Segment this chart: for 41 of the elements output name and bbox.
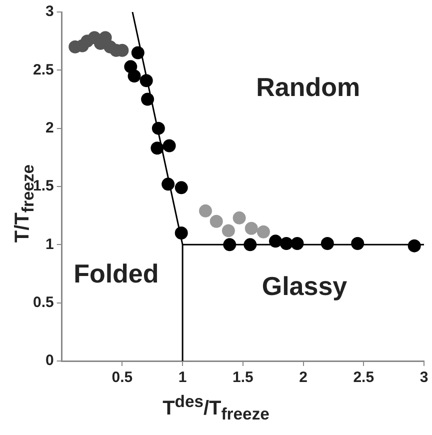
point	[162, 139, 176, 152]
y-tick-label: 2.5	[32, 61, 54, 78]
point	[152, 122, 165, 135]
point	[320, 237, 334, 250]
point	[408, 239, 421, 252]
point	[199, 204, 212, 218]
y-tick-label: 1.5	[32, 178, 54, 195]
x-tick-label: 2	[299, 369, 308, 386]
point	[150, 142, 164, 155]
x-tick-label: 2.5	[353, 369, 374, 386]
y-tick-label: 3	[46, 3, 54, 20]
point	[244, 222, 258, 235]
x-tick-label: 1.5	[232, 369, 254, 386]
annotation: Folded	[74, 258, 159, 289]
point	[244, 238, 257, 252]
point	[140, 74, 153, 88]
point	[256, 225, 270, 238]
point	[128, 69, 141, 82]
x-tick-label: 1	[178, 369, 187, 386]
point	[174, 226, 188, 240]
y-tick-label: 1	[46, 236, 54, 253]
point	[131, 46, 144, 60]
x-tick-label: 3	[420, 369, 428, 386]
point	[290, 237, 304, 250]
annotation: Glassy	[262, 270, 348, 301]
point	[269, 234, 282, 248]
point	[162, 178, 175, 191]
y-tick-label: 0	[46, 352, 54, 370]
point	[351, 237, 364, 250]
x-tick-label: 0.5	[112, 369, 133, 386]
y-tick-label: 2	[46, 119, 54, 136]
point	[174, 181, 188, 194]
x-axis-title: T$^{des}$/T$_{freeze}$	[162, 392, 270, 425]
y-tick-label: 0.5	[32, 294, 54, 311]
point	[210, 214, 223, 228]
point	[232, 211, 246, 224]
annotation: Random	[256, 72, 360, 102]
point	[141, 92, 154, 106]
point	[223, 238, 236, 252]
point	[280, 237, 293, 250]
point	[222, 224, 235, 238]
